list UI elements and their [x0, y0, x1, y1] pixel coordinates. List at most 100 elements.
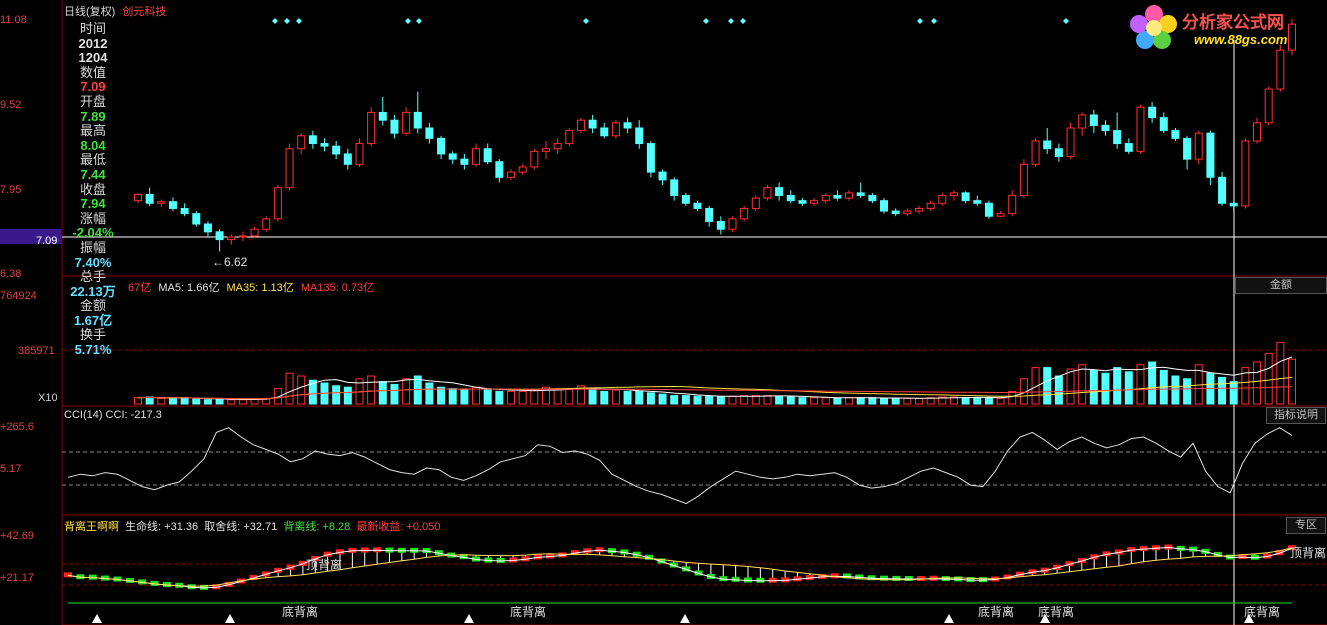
volume-bar [926, 397, 935, 405]
volume-bar [332, 385, 341, 405]
divergence-block [669, 562, 678, 568]
sell-line-label: 取舍线: +32.71 [204, 521, 278, 533]
volume-bar [157, 397, 166, 405]
candle [845, 192, 854, 199]
buy-signal-icon [1244, 614, 1254, 623]
volume-bar [1054, 375, 1063, 405]
candle [914, 207, 923, 212]
volume-bar [1101, 372, 1110, 405]
life-line-label: 生命线: +31.36 [125, 521, 199, 533]
divergence-block [175, 582, 184, 588]
volume-bar [1136, 364, 1145, 405]
volume-bar [1043, 367, 1052, 405]
volume-bar [1264, 353, 1273, 405]
divergence-block [608, 548, 616, 554]
logo: 分析家公式网 www.88gs.com [1128, 2, 1324, 52]
divergence-block [818, 573, 827, 579]
cursor-info-panel: 时间 2012 1204 数值 7.09 开盘 7.89 最高 8.04 最低 7.44 收盘 7.94… [64, 21, 122, 358]
signal-diamond-icon [917, 18, 923, 24]
candle [367, 111, 376, 145]
volume-bar [367, 375, 376, 405]
volume-bar [472, 386, 481, 405]
candle [693, 202, 702, 209]
volume-bar [996, 397, 1005, 405]
candle [1253, 122, 1262, 142]
info-label: 数值 [79, 64, 106, 80]
candle [716, 220, 725, 230]
zone-button[interactable]: 专区 [1286, 517, 1326, 534]
volume-bar [693, 395, 702, 405]
candle [157, 201, 166, 204]
volume-bar [600, 390, 609, 405]
divergence-block [162, 581, 171, 587]
divergence-block [595, 547, 604, 553]
volume-bar [1288, 358, 1296, 405]
price-axis-label: 7.95 [0, 184, 22, 196]
candle [891, 210, 900, 215]
info-label: 开盘 [79, 93, 106, 109]
volume-bar [553, 389, 562, 405]
candle [1288, 23, 1296, 51]
candle [402, 111, 411, 134]
info-value: 22.13万 [70, 283, 116, 299]
divergence-block [904, 575, 913, 581]
volume-bar [1078, 364, 1087, 405]
price-cursor-marker: 7.09 [0, 229, 62, 247]
info-label: 振幅 [79, 239, 106, 255]
signal-diamond-icon [296, 18, 302, 24]
signal-diamond-icon [416, 18, 422, 24]
amount-button[interactable]: 金额 [1235, 277, 1327, 294]
info-label: 时间 [79, 21, 106, 36]
candle [670, 179, 679, 196]
volume-ma135-line [137, 386, 1293, 400]
candle [880, 200, 889, 212]
info-value: 2012 [78, 35, 108, 51]
signal-diamond-icon [583, 18, 589, 24]
candle [1171, 130, 1180, 139]
candle [227, 236, 236, 241]
candle [973, 200, 982, 204]
info-label: 收盘 [79, 181, 106, 197]
sell-line [67, 547, 1293, 587]
divergence-block [768, 577, 777, 583]
divergence-block [1065, 561, 1074, 567]
info-label: 最低 [79, 152, 106, 168]
volume-bar [308, 379, 317, 405]
divergence-block [1250, 554, 1259, 560]
candle [1031, 140, 1040, 165]
candle [938, 194, 947, 204]
volume-bar [378, 381, 387, 405]
logo-text: 分析家公式网 [1182, 13, 1284, 33]
volume-title: 67亿 MA5: 1.66亿 MA35: 1.13亿 MA135: 0.73亿 [128, 282, 375, 294]
volume-bar [914, 397, 923, 405]
info-value: 7.44 [80, 166, 106, 182]
indicator-help-button[interactable]: 指标说明 [1266, 407, 1326, 424]
candle [635, 127, 644, 145]
volume-ma5-line [137, 356, 1293, 400]
candle [553, 143, 562, 150]
candle [250, 228, 259, 237]
volume-bar [973, 397, 982, 405]
logo-url: www.88gs.com [1194, 32, 1288, 47]
info-label: 换手 [79, 327, 106, 343]
info-value: 5.71% [74, 342, 112, 358]
candle [273, 187, 282, 220]
volume-bar [670, 395, 679, 405]
volume-bar [588, 389, 597, 405]
divergence-block [731, 576, 740, 582]
volume-bar [903, 397, 912, 405]
volume-bar [681, 395, 690, 405]
bottom-divergence-label: 底背离 [282, 605, 319, 619]
candle [1206, 132, 1215, 178]
volume-bar [483, 389, 492, 405]
divergence-block [311, 555, 320, 561]
period-label: 日线(复权) [64, 6, 116, 18]
volume-bar [763, 395, 772, 405]
candle [775, 187, 784, 196]
info-value: 7.94 [80, 196, 106, 212]
candle [588, 119, 597, 129]
signal-diamond-icon [1063, 18, 1069, 24]
cci-axis-label: +265.6 [0, 421, 34, 433]
candle [355, 143, 364, 165]
